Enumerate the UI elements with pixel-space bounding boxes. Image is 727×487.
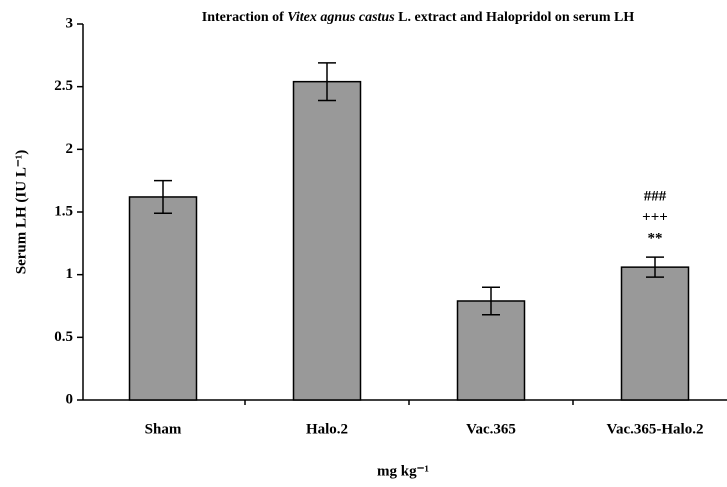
y-tick-label: 3 [66, 15, 74, 31]
annotation: +++ [642, 210, 668, 226]
bar [456, 300, 526, 401]
bar [292, 80, 362, 401]
y-tick-label: 1 [66, 266, 74, 282]
y-axis-label: Serum LH (IU L⁻¹) [13, 150, 29, 275]
y-tick-label: 2 [66, 141, 74, 157]
bar [128, 196, 198, 401]
annotation: ### [644, 189, 667, 205]
x-axis-label: mg kg⁻¹ [377, 463, 429, 479]
y-tick-label: 0.5 [54, 329, 73, 345]
title-part: Vitex agnus castus [287, 10, 395, 25]
title-part: L. extract and Halopridol on serum LH [398, 10, 634, 25]
x-tick-label: Halo.2 [306, 421, 348, 437]
chart-title: Interaction of Vitex agnus castus L. ext… [202, 10, 635, 25]
y-tick-label: 1.5 [54, 203, 73, 219]
annotation: ** [648, 231, 663, 247]
title-part: Interaction of [202, 10, 284, 25]
y-tick-label: 0 [66, 391, 74, 407]
x-tick-label: Vac.365 [466, 421, 516, 437]
x-tick-label: Sham [145, 421, 182, 437]
y-tick-label: 2.5 [54, 78, 73, 94]
x-tick-label: Vac.365-Halo.2 [607, 421, 704, 437]
bar [620, 266, 690, 401]
